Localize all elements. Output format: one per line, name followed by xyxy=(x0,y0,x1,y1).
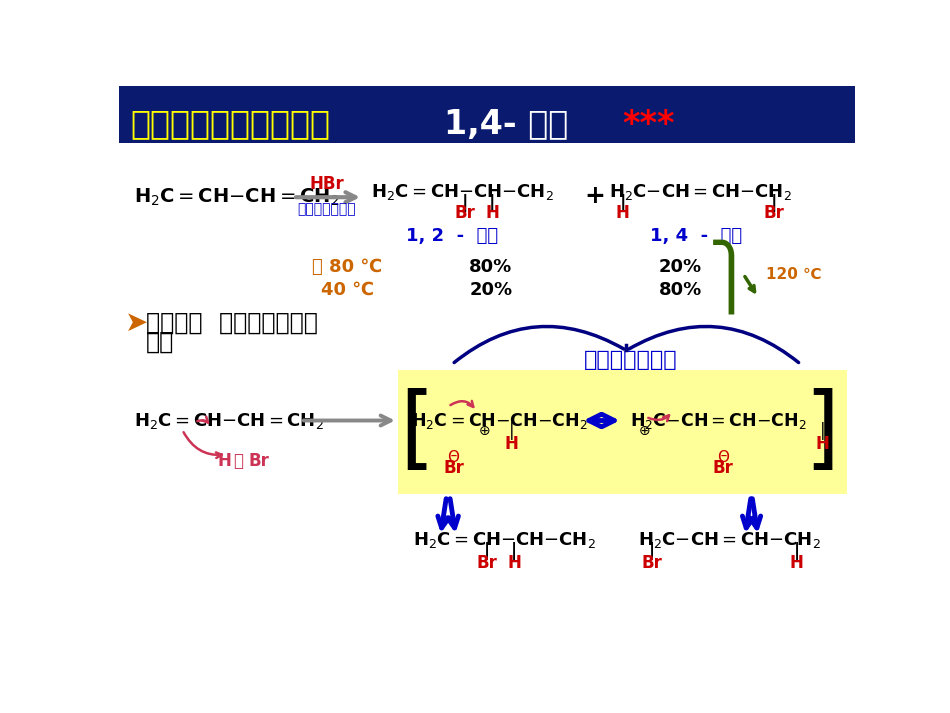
Text: HBr: HBr xyxy=(309,175,344,193)
Text: ⊕: ⊕ xyxy=(479,424,490,438)
Text: 20%: 20% xyxy=(469,281,512,299)
Text: |: | xyxy=(509,422,515,441)
Text: Br: Br xyxy=(455,205,476,222)
Text: Θ: Θ xyxy=(447,450,460,465)
Text: ➤: ➤ xyxy=(125,309,148,337)
Text: H: H xyxy=(616,205,630,222)
Text: 烯丙型碳正离子: 烯丙型碳正离子 xyxy=(583,349,677,369)
Text: |: | xyxy=(489,194,496,212)
Bar xyxy=(398,371,847,493)
Text: H: H xyxy=(218,451,231,470)
Text: H: H xyxy=(504,435,519,453)
Text: ⊕: ⊕ xyxy=(638,424,650,438)
Text: 40 ℃: 40 ℃ xyxy=(321,281,374,299)
Text: H$_2$C$-$CH$=$CH$-$CH$_2$: H$_2$C$-$CH$=$CH$-$CH$_2$ xyxy=(609,182,791,202)
Text: H$_2$C$=$CH$-$CH$-$CH$_2$: H$_2$C$=$CH$-$CH$-$CH$_2$ xyxy=(411,411,588,431)
Text: |: | xyxy=(820,422,826,441)
Text: Br: Br xyxy=(248,451,269,470)
Text: H: H xyxy=(485,205,500,222)
Text: |: | xyxy=(794,543,800,560)
Text: Br: Br xyxy=(712,459,733,477)
Text: ]: ] xyxy=(805,388,840,476)
Text: H: H xyxy=(790,554,804,572)
Text: |: | xyxy=(511,543,517,560)
Text: H$_2$C$=$CH$-$CH$-$CH$_2$: H$_2$C$=$CH$-$CH$-$CH$_2$ xyxy=(370,182,554,202)
Text: H: H xyxy=(507,554,521,572)
Text: 1, 4  -  加成: 1, 4 - 加成 xyxy=(650,227,742,245)
Text: Θ: Θ xyxy=(717,450,730,465)
Text: |: | xyxy=(484,543,490,560)
Text: 20%: 20% xyxy=(659,257,702,275)
Text: 1, 2  -  加成: 1, 2 - 加成 xyxy=(406,227,498,245)
Text: 共轭二烯的化学性质：: 共轭二烯的化学性质： xyxy=(130,108,331,140)
Text: Br: Br xyxy=(763,205,784,222)
Text: |: | xyxy=(619,194,626,212)
Text: Br: Br xyxy=(641,554,662,572)
Text: ***: *** xyxy=(622,108,675,140)
Text: H$_2$C$-$CH$=$CH$-$CH$_2$: H$_2$C$-$CH$=$CH$-$CH$_2$ xyxy=(638,530,821,550)
Text: （无过氧化物）: （无过氧化物） xyxy=(297,202,355,216)
Text: [: [ xyxy=(399,388,434,476)
Text: H$_2$C$=$CH$-$CH$=$CH$_2$: H$_2$C$=$CH$-$CH$=$CH$_2$ xyxy=(134,411,324,431)
Text: H: H xyxy=(815,435,829,453)
Text: 释）: 释） xyxy=(146,330,174,354)
Text: 80%: 80% xyxy=(659,281,702,299)
Text: Br: Br xyxy=(477,554,497,572)
Bar xyxy=(119,86,855,143)
Text: Br: Br xyxy=(443,459,464,477)
Text: － 80 ℃: － 80 ℃ xyxy=(313,257,383,275)
Text: |: | xyxy=(770,194,777,212)
Text: H$_2$C$=$CH$-$CH$-$CH$_2$: H$_2$C$=$CH$-$CH$-$CH$_2$ xyxy=(413,530,597,550)
Text: 反应机理  （用共振论法解: 反应机理 （用共振论法解 xyxy=(146,311,317,334)
Text: H$_2$C$=$CH$-$CH$=$CH$_2$: H$_2$C$=$CH$-$CH$=$CH$_2$ xyxy=(134,187,340,208)
Text: +: + xyxy=(584,184,605,207)
Text: |: | xyxy=(462,194,468,212)
Text: ⎫: ⎫ xyxy=(708,239,754,314)
Text: 80%: 80% xyxy=(469,257,512,275)
Text: －: － xyxy=(234,451,243,470)
Text: 120 ℃: 120 ℃ xyxy=(766,267,822,282)
Text: H$_2$C$-$CH$=$CH$-$CH$_2$: H$_2$C$-$CH$=$CH$-$CH$_2$ xyxy=(630,411,807,431)
Text: 1,4- 加成: 1,4- 加成 xyxy=(445,108,568,140)
Text: |: | xyxy=(649,543,655,560)
